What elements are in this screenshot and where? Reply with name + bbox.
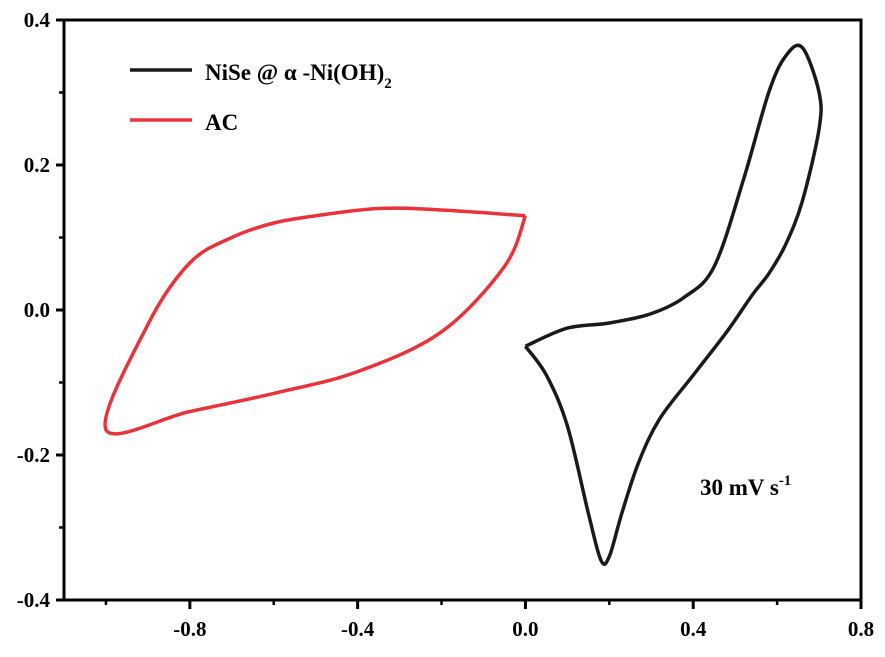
- x-tick-label: -0.4: [341, 617, 375, 641]
- axis-tick-labels: -0.8 -0.4 0.0 0.4 0.8 -0.4 -0.2 0.0 0.2 0.4: [17, 8, 874, 641]
- scan-rate-annotation-superscript: -1: [779, 473, 792, 489]
- x-tick-label: 0.8: [848, 617, 874, 641]
- series-group: [103, 43, 823, 567]
- scan-rate-annotation: 30 mV s-1: [700, 473, 791, 500]
- x-tick-label: -0.8: [173, 617, 206, 641]
- y-tick-label: 0.2: [24, 153, 50, 177]
- series-line-1: [523, 43, 823, 567]
- legend-label-series-1: NiSe @ α -Ni(OH)2: [205, 60, 392, 92]
- legend-label-series-2: AC: [205, 110, 238, 135]
- y-tick-label: 0.0: [24, 298, 50, 322]
- y-tick-label: 0.4: [24, 8, 51, 32]
- axis-ticks: [56, 18, 863, 609]
- x-tick-label: 0.4: [680, 617, 707, 641]
- y-tick-label: -0.2: [17, 443, 50, 467]
- series-line-2: [103, 206, 528, 436]
- x-tick-label: 0.0: [512, 617, 538, 641]
- y-tick-label: -0.4: [17, 588, 51, 612]
- legend: NiSe @ α -Ni(OH)2 AC: [130, 60, 392, 135]
- legend-label-series-1-subscript: 2: [384, 76, 392, 92]
